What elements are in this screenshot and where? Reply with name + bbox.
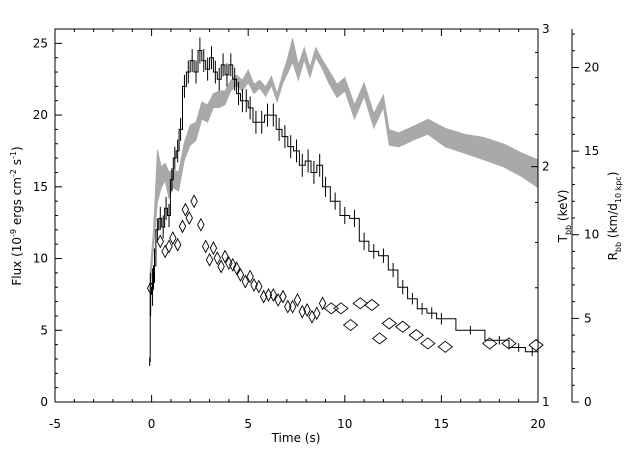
x-tick-label: 20	[530, 417, 545, 431]
flux-tick-label: 20	[33, 108, 48, 122]
radius-diamond	[209, 241, 218, 256]
radius-diamond	[528, 339, 544, 352]
x-axis: -5 0 5 10 15 20	[49, 29, 546, 431]
radius-diamond	[264, 287, 273, 302]
radius-diamond	[165, 239, 173, 254]
radius-diamond	[255, 279, 263, 294]
radius-diamond	[169, 231, 177, 246]
radius-diamond	[303, 303, 311, 317]
radius-tick-label: 20	[584, 60, 599, 74]
flux-axis: 0 5 10 15 20 25	[33, 36, 62, 409]
radius-diamond	[161, 244, 169, 259]
radius-diamond	[197, 217, 205, 232]
x-tick-label: -5	[49, 417, 61, 431]
temp-tick-label: 3	[542, 22, 550, 36]
radius-diamond	[269, 287, 278, 302]
radius-diamond	[420, 337, 436, 350]
flux-tick-label: 10	[33, 252, 48, 266]
radius-diamond	[241, 274, 250, 289]
temperature-axis: 1 2 3	[531, 22, 550, 409]
flux-lightcurve	[149, 37, 539, 367]
flux-histogram	[149, 50, 538, 363]
radius-diamond	[217, 259, 225, 274]
radius-diamond	[342, 318, 359, 332]
radius-diamond	[323, 302, 340, 315]
radius-diamond	[395, 320, 411, 333]
radius-diamond	[284, 299, 292, 314]
radius-diamond	[173, 237, 182, 252]
radius-diamond	[232, 261, 241, 276]
plot-frame	[54, 28, 539, 403]
radius-diamond	[178, 219, 187, 234]
radius-diamond	[364, 298, 380, 312]
flux-axis-title: Flux (10-9 ergs cm-2 s-1)	[9, 146, 24, 285]
radius-diamond	[318, 296, 327, 311]
radius-diamond	[408, 329, 425, 342]
x-tick-label: 10	[337, 417, 352, 431]
radius-diamond	[501, 337, 517, 350]
flux-tick-label: 0	[40, 395, 48, 409]
temp-tick-label: 2	[542, 160, 550, 174]
flux-tick-label: 15	[33, 180, 48, 194]
radius-diamond	[190, 194, 198, 209]
radius-diamond	[229, 257, 237, 272]
radius-diamond	[181, 202, 190, 217]
x-tick-label: 5	[244, 417, 252, 431]
radius-tick-label: 15	[584, 144, 599, 158]
temperature-axis-title: Tbb (keV)	[556, 190, 573, 244]
x-axis-title: Time (s)	[271, 431, 321, 445]
radius-diamond	[352, 297, 368, 310]
radius-diamond	[333, 302, 349, 315]
radius-tick-label: 5	[584, 311, 592, 325]
radius-diamonds	[146, 194, 544, 353]
radius-tick-label: 10	[584, 228, 599, 242]
radius-diamond	[236, 267, 245, 282]
radius-diamond	[481, 337, 498, 350]
radius-diamond	[185, 211, 193, 225]
flux-tick-label: 25	[33, 36, 48, 50]
radius-diamond	[246, 269, 254, 284]
radius-axis: 0 5 10 15 20	[572, 33, 599, 409]
radius-diamond	[250, 277, 258, 292]
radius-diamond	[221, 249, 229, 264]
radius-diamond	[213, 251, 221, 266]
flux-tick-label: 5	[40, 323, 48, 337]
temp-tick-label: 1	[542, 395, 550, 409]
radius-diamond	[201, 239, 210, 254]
radius-diamond	[313, 306, 321, 321]
radius-diamond	[205, 252, 214, 267]
radius-diamond	[293, 293, 302, 307]
x-tick-label: 15	[434, 417, 449, 431]
radius-diamond	[156, 234, 165, 249]
radius-diamond	[381, 317, 397, 330]
radius-diamond	[279, 289, 287, 304]
x-tick-label: 0	[148, 417, 156, 431]
radius-diamond	[371, 332, 388, 345]
radius-axis-title: Rbb (km/d10 kpc)	[606, 172, 623, 261]
radius-diamond	[288, 299, 297, 314]
radius-tick-label: 0	[584, 395, 592, 409]
radius-diamond	[437, 340, 453, 353]
